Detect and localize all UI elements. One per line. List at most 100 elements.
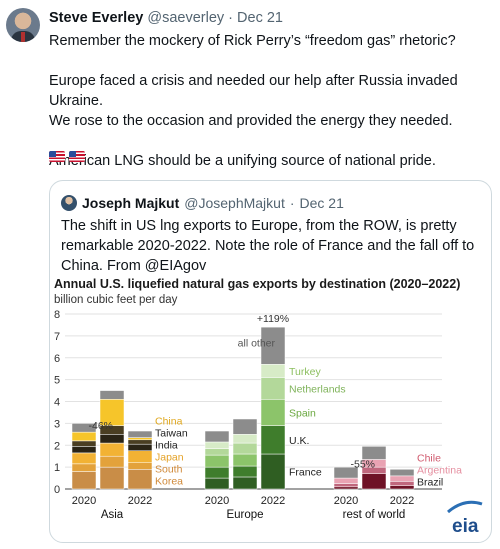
series-label: Japan xyxy=(155,451,184,463)
tweet-line xyxy=(49,51,489,71)
us-flag-icon xyxy=(49,151,65,162)
chart-title: Annual U.S. liquefied natural gas export… xyxy=(54,277,460,291)
bar-segment xyxy=(72,453,96,464)
tweet-header: Steve Everley @saeverley · Dec 21 xyxy=(49,9,283,27)
bar-segment xyxy=(100,443,124,456)
bar-segment xyxy=(72,441,96,446)
bar-segment xyxy=(334,484,358,487)
tweet-line xyxy=(49,131,489,151)
quote-separator: · xyxy=(290,194,295,212)
lng-exports-chart[interactable]: Annual U.S. liquefied natural gas export… xyxy=(50,274,492,543)
bar-segment xyxy=(233,419,257,434)
series-label: Argentina xyxy=(417,465,462,477)
tweet-line: Remember the mockery of Rick Perry’s “fr… xyxy=(49,31,489,51)
series-label: Taiwan xyxy=(155,427,188,439)
bar-segment xyxy=(205,442,229,449)
avatar-tie xyxy=(21,32,25,42)
quote-author-name[interactable]: Joseph Majkut xyxy=(82,194,179,212)
bar-segment xyxy=(128,451,152,463)
series-label: Chile xyxy=(417,453,441,465)
y-tick-label: 0 xyxy=(54,484,60,496)
quote-line: remarkable 2020-2022. Note the role of F… xyxy=(61,236,481,256)
quote-author-avatar[interactable] xyxy=(61,195,77,211)
bar-segment xyxy=(362,474,386,489)
bar-segment xyxy=(334,487,358,489)
bar-segment xyxy=(205,455,229,467)
bar-segment xyxy=(205,431,229,442)
x-tick-label: 2020 xyxy=(72,495,96,507)
y-tick-label: 3 xyxy=(54,418,60,430)
bar-segment xyxy=(261,426,285,454)
quoted-tweet[interactable]: Joseph Majkut @JosephMajkut · Dec 21 The… xyxy=(49,180,492,543)
series-label: Brazil xyxy=(417,477,443,489)
bar-segment xyxy=(72,464,96,472)
eia-logo-text: eia xyxy=(452,516,479,537)
group-label: Asia xyxy=(101,509,124,521)
quote-text: The shift in US lng exports to Europe, f… xyxy=(61,216,481,276)
chart-svg: Annual U.S. liquefied natural gas export… xyxy=(50,274,492,543)
bar-segment xyxy=(100,391,124,400)
series-label: Korea xyxy=(155,475,183,487)
tweet-line: Europe faced a crisis and needed our hel… xyxy=(49,71,489,111)
change-label: +119% xyxy=(257,313,289,325)
bar-segment xyxy=(233,466,257,477)
header-separator: · xyxy=(228,10,233,26)
series-label: India xyxy=(155,439,178,451)
quote-date[interactable]: Dec 21 xyxy=(300,194,344,212)
x-tick-label: 2022 xyxy=(128,495,152,507)
y-tick-label: 1 xyxy=(54,462,60,474)
bar-segment xyxy=(72,432,96,441)
tweet-text: Remember the mockery of Rick Perry’s “fr… xyxy=(49,31,489,171)
bar-segment xyxy=(233,477,257,489)
author-handle[interactable]: @saeverley xyxy=(147,10,224,26)
y-tick-label: 5 xyxy=(54,375,60,387)
bar-segment xyxy=(261,364,285,377)
bar-segment xyxy=(72,446,96,453)
y-tick-label: 8 xyxy=(54,309,60,321)
series-label: U.K. xyxy=(289,435,309,447)
quote-header: Joseph Majkut @JosephMajkut · Dec 21 xyxy=(61,194,344,212)
chart-ylabel: billion cubic feet per day xyxy=(54,294,178,306)
bar-segment xyxy=(128,440,152,444)
eia-logo-swoosh xyxy=(448,502,482,512)
bar-segment xyxy=(390,476,414,481)
tweet-date[interactable]: Dec 21 xyxy=(237,10,283,26)
x-tick-label: 2022 xyxy=(390,495,414,507)
flag-emojis xyxy=(49,151,85,162)
bar-segment xyxy=(205,449,229,456)
change-label: -46% xyxy=(88,420,113,432)
bar-segment xyxy=(128,463,152,470)
x-tick-label: 2022 xyxy=(261,495,285,507)
bar-segment xyxy=(100,467,124,489)
quote-author-handle[interactable]: @JosephMajkut xyxy=(184,194,285,212)
bar-segment xyxy=(128,469,152,489)
group-label: rest of world xyxy=(343,509,406,521)
y-tick-label: 4 xyxy=(54,397,60,409)
y-tick-label: 2 xyxy=(54,440,60,452)
bar-segment xyxy=(128,438,152,440)
bar-segment xyxy=(205,467,229,478)
x-tick-label: 2020 xyxy=(334,495,358,507)
series-label: South xyxy=(155,463,183,475)
bar-segment xyxy=(390,481,414,485)
bar-segment xyxy=(261,377,285,399)
series-label: Spain xyxy=(289,407,316,419)
author-name[interactable]: Steve Everley xyxy=(49,10,143,26)
eia-logo: eia xyxy=(448,502,482,537)
series-label: all other xyxy=(238,337,276,349)
series-label: France xyxy=(289,467,322,479)
bar-segment xyxy=(261,399,285,425)
change-label: -55% xyxy=(350,458,375,470)
tweet-line: We rose to the occasion and provided the… xyxy=(49,111,489,131)
bar-segment xyxy=(390,486,414,489)
author-avatar[interactable] xyxy=(6,8,40,42)
series-label: China xyxy=(155,415,183,427)
bar-segment xyxy=(390,469,414,476)
bar-segment xyxy=(261,454,285,489)
x-tick-label: 2020 xyxy=(205,495,229,507)
bar-segment xyxy=(128,431,152,438)
series-label: Netherlands xyxy=(289,383,346,395)
bar-segment xyxy=(100,434,124,443)
us-flag-icon xyxy=(69,151,85,162)
